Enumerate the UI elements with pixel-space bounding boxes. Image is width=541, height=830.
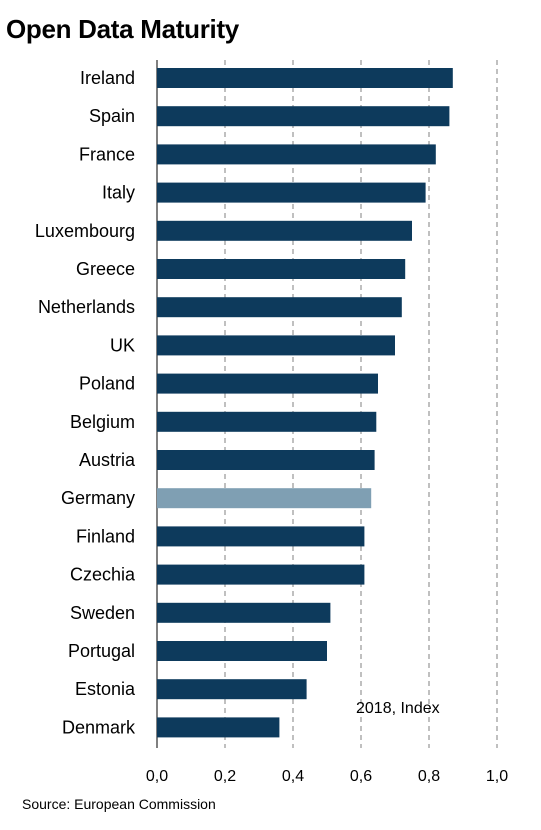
bar: [157, 526, 365, 547]
category-label: Spain: [89, 106, 135, 126]
category-label: Greece: [76, 259, 135, 279]
bar: [157, 220, 412, 241]
category-label: Poland: [79, 374, 135, 394]
category-label: Belgium: [70, 412, 135, 432]
bar: [157, 679, 307, 700]
bar: [157, 717, 280, 738]
x-axis: 0,0 0,2 0,4 0,6 0,8 1,0: [146, 768, 508, 785]
bar: [157, 450, 375, 470]
x-tick-label: 0,2: [214, 768, 236, 785]
grid-lines: [156, 60, 498, 748]
bar: [157, 106, 450, 127]
category-label: Portugal: [68, 641, 135, 661]
bar: [157, 182, 426, 203]
category-label: Italy: [102, 183, 135, 203]
bar: [157, 68, 453, 88]
chart-title: Open Data Maturity: [6, 14, 239, 44]
bar: [157, 602, 331, 623]
x-tick-label: 0,4: [282, 768, 304, 785]
bar: [157, 564, 365, 585]
category-label: Sweden: [70, 603, 135, 623]
x-tick-label: 0,0: [146, 768, 168, 785]
bar: [157, 144, 436, 165]
bar: [157, 488, 372, 509]
bar: [157, 373, 378, 394]
bar: [157, 641, 327, 661]
bar: [157, 411, 377, 432]
bars: [157, 68, 453, 738]
x-tick-label: 1,0: [486, 768, 508, 785]
category-label: Denmark: [62, 717, 136, 737]
category-label: UK: [110, 335, 135, 355]
category-label: Ireland: [80, 68, 135, 88]
x-tick-label: 0,6: [350, 768, 372, 785]
bar: [157, 259, 406, 279]
category-label: Germany: [61, 488, 135, 508]
bar: [157, 335, 395, 356]
category-label: Estonia: [75, 679, 136, 699]
category-label: Luxembourg: [35, 221, 135, 241]
category-label: Czechia: [70, 565, 136, 585]
category-labels: Ireland Spain France Italy Luxembourg Greece N…: [35, 68, 136, 737]
chart-note: 2018, Index: [356, 700, 440, 717]
category-label: Netherlands: [38, 297, 135, 317]
category-label: Austria: [79, 450, 136, 470]
source-note: Source: European Commission: [22, 796, 216, 812]
x-tick-label: 0,8: [418, 768, 440, 785]
category-label: France: [79, 144, 135, 164]
category-label: Finland: [76, 526, 135, 546]
bar: [157, 297, 402, 318]
